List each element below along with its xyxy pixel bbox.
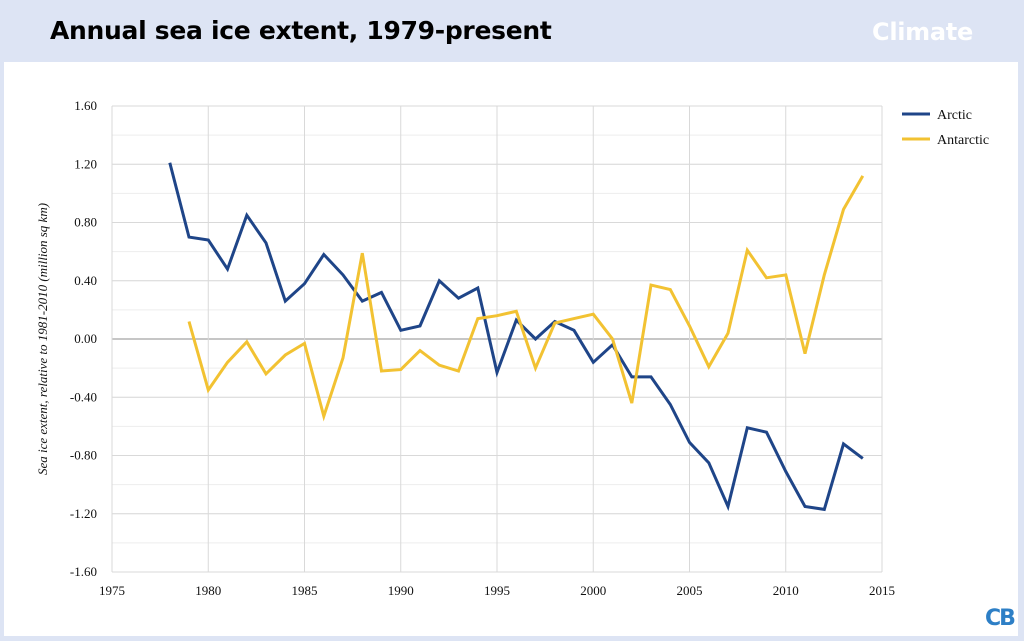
y-tick-label: -0.80 xyxy=(70,448,97,463)
x-tick-label: 2005 xyxy=(677,583,703,598)
x-tick-label: 1975 xyxy=(99,583,125,598)
y-tick-label: -1.60 xyxy=(70,564,97,579)
chart-series xyxy=(168,162,865,512)
brand-label: Climate xyxy=(872,18,973,46)
series-line-antarctic xyxy=(187,175,865,422)
x-tick-label: 1995 xyxy=(484,583,510,598)
legend-label-antarctic: Antarctic xyxy=(937,133,989,148)
x-tick-label: 2010 xyxy=(773,583,799,598)
x-tick-label: 1980 xyxy=(195,583,221,598)
x-tick-label: 2000 xyxy=(580,583,606,598)
chart-ticks: 1.60 1.20 0.80 0.40 0.00 -0.40 -0.80 -1.20 -1.60… xyxy=(70,98,895,598)
x-tick-label: 1985 xyxy=(292,583,318,598)
y-tick-label: 1.20 xyxy=(74,156,97,171)
y-tick-label: 0.00 xyxy=(74,331,97,346)
chart-grid xyxy=(111,105,883,573)
y-tick-label: 0.40 xyxy=(74,273,97,288)
y-tick-label: -1.20 xyxy=(70,506,97,521)
page-title: Annual sea ice extent, 1979-present xyxy=(50,16,552,45)
x-tick-label: 2015 xyxy=(869,583,895,598)
y-axis-label: Sea ice extent, relative to 1981-2010 (m… xyxy=(35,203,50,475)
y-tick-label: -0.40 xyxy=(70,389,97,404)
cb-logo-badge: CB xyxy=(985,606,1016,631)
series-line-arctic xyxy=(168,162,864,512)
x-tick-label: 1990 xyxy=(388,583,414,598)
header-bar: Annual sea ice extent, 1979-present Clim… xyxy=(0,0,1024,62)
legend-label-arctic: Arctic xyxy=(937,108,972,123)
y-tick-label: 1.60 xyxy=(74,98,97,113)
y-tick-label: 0.80 xyxy=(74,215,97,230)
chart-legend: Arctic Antarctic xyxy=(902,108,989,148)
chart-panel xyxy=(4,62,1018,636)
